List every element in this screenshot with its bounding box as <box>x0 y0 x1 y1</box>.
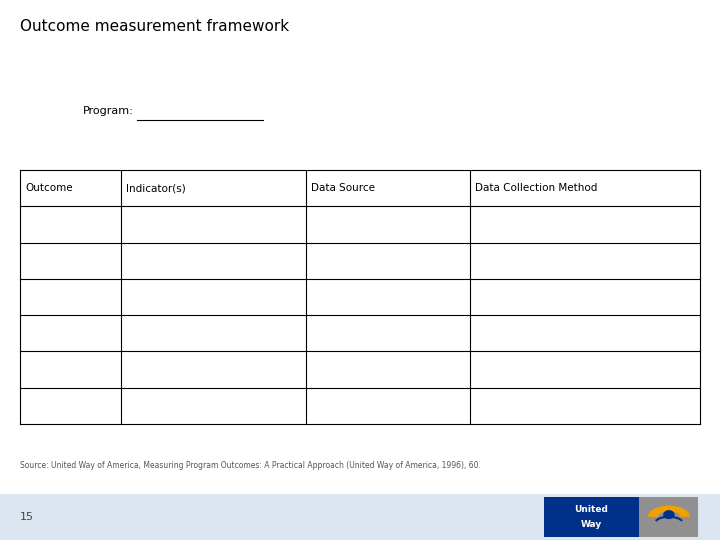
Text: Program:: Program: <box>83 106 133 116</box>
Text: Outcome: Outcome <box>25 183 73 193</box>
Polygon shape <box>649 507 689 516</box>
Text: United: United <box>575 505 608 514</box>
Bar <box>544 497 639 537</box>
Text: Data Source: Data Source <box>310 183 374 193</box>
Bar <box>0 494 720 540</box>
Text: Source: United Way of America, Measuring Program Outcomes: A Practical Approach : Source: United Way of America, Measuring… <box>20 461 481 470</box>
Text: Indicator(s): Indicator(s) <box>126 183 186 193</box>
Text: Data Collection Method: Data Collection Method <box>475 183 598 193</box>
Circle shape <box>664 511 674 518</box>
Text: Outcome measurement framework: Outcome measurement framework <box>20 19 289 34</box>
Text: 15: 15 <box>20 512 34 522</box>
Bar <box>639 497 698 537</box>
Text: Way: Way <box>581 520 602 529</box>
